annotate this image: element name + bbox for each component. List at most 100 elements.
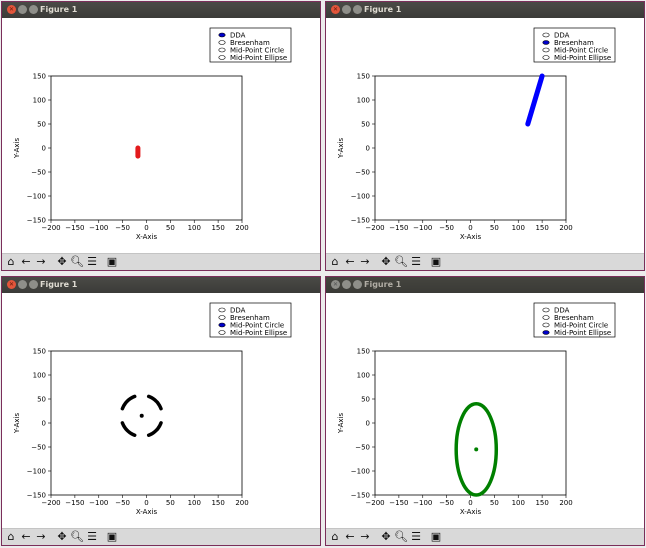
title-bar: ✕ Figure 1 bbox=[2, 2, 320, 18]
legend-label: DDA bbox=[230, 306, 246, 314]
pan-icon[interactable]: ✥ bbox=[57, 255, 67, 268]
minimize-button[interactable] bbox=[342, 280, 351, 289]
minimize-button[interactable] bbox=[18, 280, 27, 289]
x-tick-label: −150 bbox=[65, 499, 84, 507]
close-button[interactable]: ✕ bbox=[331, 5, 340, 14]
legend-label: Bresenham bbox=[554, 39, 594, 47]
circle-arc bbox=[146, 394, 163, 411]
close-button[interactable]: ✕ bbox=[7, 280, 16, 289]
x-tick-label: −150 bbox=[389, 224, 408, 232]
x-tick-label: −50 bbox=[439, 224, 454, 232]
close-button[interactable]: ✕ bbox=[7, 5, 16, 14]
y-tick-label: −150 bbox=[27, 492, 46, 500]
back-arrow-icon[interactable]: ← bbox=[345, 255, 355, 268]
maximize-button[interactable] bbox=[353, 5, 362, 14]
pan-icon[interactable]: ✥ bbox=[381, 255, 391, 268]
maximize-button[interactable] bbox=[29, 5, 38, 14]
x-tick-label: −100 bbox=[89, 224, 108, 232]
x-axis-label: X-Axis bbox=[460, 508, 482, 516]
y-tick-label: 150 bbox=[33, 348, 46, 356]
radio-button-selected bbox=[542, 40, 550, 45]
pan-icon[interactable]: ✥ bbox=[57, 530, 67, 543]
maximize-button[interactable] bbox=[353, 280, 362, 289]
forward-arrow-icon[interactable]: → bbox=[360, 255, 370, 268]
legend-label: Mid-Point Ellipse bbox=[230, 54, 287, 62]
save-icon[interactable]: ▣ bbox=[106, 255, 118, 268]
axes-frame bbox=[50, 75, 243, 221]
x-tick-label: −150 bbox=[389, 499, 408, 507]
y-axis-label: Y-Axis bbox=[13, 137, 21, 159]
configure-subplots-icon[interactable]: ☰ bbox=[87, 255, 97, 268]
legend-label: DDA bbox=[554, 31, 570, 39]
legend-label: Bresenham bbox=[230, 314, 270, 322]
close-button[interactable]: ✕ bbox=[331, 280, 340, 289]
radio-button bbox=[218, 47, 226, 53]
navigation-toolbar: ⌂ ← → ✥ 🔍︎ ☰ ▣ bbox=[2, 253, 320, 270]
maximize-button[interactable] bbox=[29, 280, 38, 289]
window-title: Figure 1 bbox=[364, 5, 402, 14]
y-tick-label: 0 bbox=[42, 420, 46, 428]
forward-arrow-icon[interactable]: → bbox=[360, 530, 370, 543]
radio-button bbox=[542, 315, 550, 320]
title-bar: ✕ Figure 1 bbox=[2, 277, 320, 293]
home-icon[interactable]: ⌂ bbox=[7, 255, 15, 268]
zoom-icon[interactable]: 🔍︎ bbox=[70, 255, 84, 268]
radio-button bbox=[218, 307, 226, 313]
configure-subplots-icon[interactable]: ☰ bbox=[411, 530, 421, 543]
back-arrow-icon[interactable]: ← bbox=[345, 530, 355, 543]
minimize-button[interactable] bbox=[18, 5, 27, 14]
y-tick-label: 0 bbox=[366, 145, 370, 153]
figure-window-4: ✕ Figure 1 DDA Bresenham Mid-Point Circle M… bbox=[325, 276, 645, 546]
x-tick-label: −100 bbox=[89, 499, 108, 507]
y-tick-label: 100 bbox=[357, 97, 370, 105]
y-tick-label: 0 bbox=[366, 420, 370, 428]
y-axis-label: Y-Axis bbox=[13, 412, 21, 434]
zoom-icon[interactable]: 🔍︎ bbox=[394, 530, 408, 543]
home-icon[interactable]: ⌂ bbox=[331, 255, 339, 268]
radio-button bbox=[218, 330, 226, 335]
legend-label: Mid-Point Circle bbox=[230, 46, 284, 54]
y-tick-label: −150 bbox=[351, 217, 370, 225]
x-tick-label: 100 bbox=[188, 499, 201, 507]
x-tick-label: 200 bbox=[559, 499, 572, 507]
save-icon[interactable]: ▣ bbox=[106, 530, 118, 543]
circle-arc bbox=[120, 394, 137, 411]
x-tick-label: −100 bbox=[413, 499, 432, 507]
figure-window-3: ✕ Figure 1 DDA Bresenham Mid-Point Circle M… bbox=[1, 276, 321, 546]
home-icon[interactable]: ⌂ bbox=[331, 530, 339, 543]
home-icon[interactable]: ⌂ bbox=[7, 530, 15, 543]
y-tick-label: −100 bbox=[27, 468, 46, 476]
minimize-button[interactable] bbox=[342, 5, 351, 14]
x-tick-label: −50 bbox=[439, 499, 454, 507]
y-tick-label: −50 bbox=[355, 169, 370, 177]
zoom-icon[interactable]: 🔍︎ bbox=[70, 530, 84, 543]
legend-label: DDA bbox=[230, 31, 246, 39]
x-tick-label: 200 bbox=[559, 224, 572, 232]
radio-button bbox=[218, 55, 226, 60]
x-tick-label: 50 bbox=[490, 499, 499, 507]
configure-subplots-icon[interactable]: ☰ bbox=[87, 530, 97, 543]
x-tick-label: 200 bbox=[235, 499, 248, 507]
pan-icon[interactable]: ✥ bbox=[381, 530, 391, 543]
forward-arrow-icon[interactable]: → bbox=[36, 255, 46, 268]
back-arrow-icon[interactable]: ← bbox=[21, 255, 31, 268]
x-tick-label: 150 bbox=[535, 499, 548, 507]
y-tick-label: 100 bbox=[357, 372, 370, 380]
save-icon[interactable]: ▣ bbox=[430, 530, 442, 543]
y-tick-label: −100 bbox=[351, 468, 370, 476]
center-point bbox=[474, 447, 479, 452]
back-arrow-icon[interactable]: ← bbox=[21, 530, 31, 543]
x-tick-label: 0 bbox=[144, 499, 148, 507]
circle-arc bbox=[120, 421, 137, 437]
configure-subplots-icon[interactable]: ☰ bbox=[411, 255, 421, 268]
save-icon[interactable]: ▣ bbox=[430, 255, 442, 268]
radio-button bbox=[542, 55, 550, 60]
zoom-icon[interactable]: 🔍︎ bbox=[394, 255, 408, 268]
forward-arrow-icon[interactable]: → bbox=[36, 530, 46, 543]
